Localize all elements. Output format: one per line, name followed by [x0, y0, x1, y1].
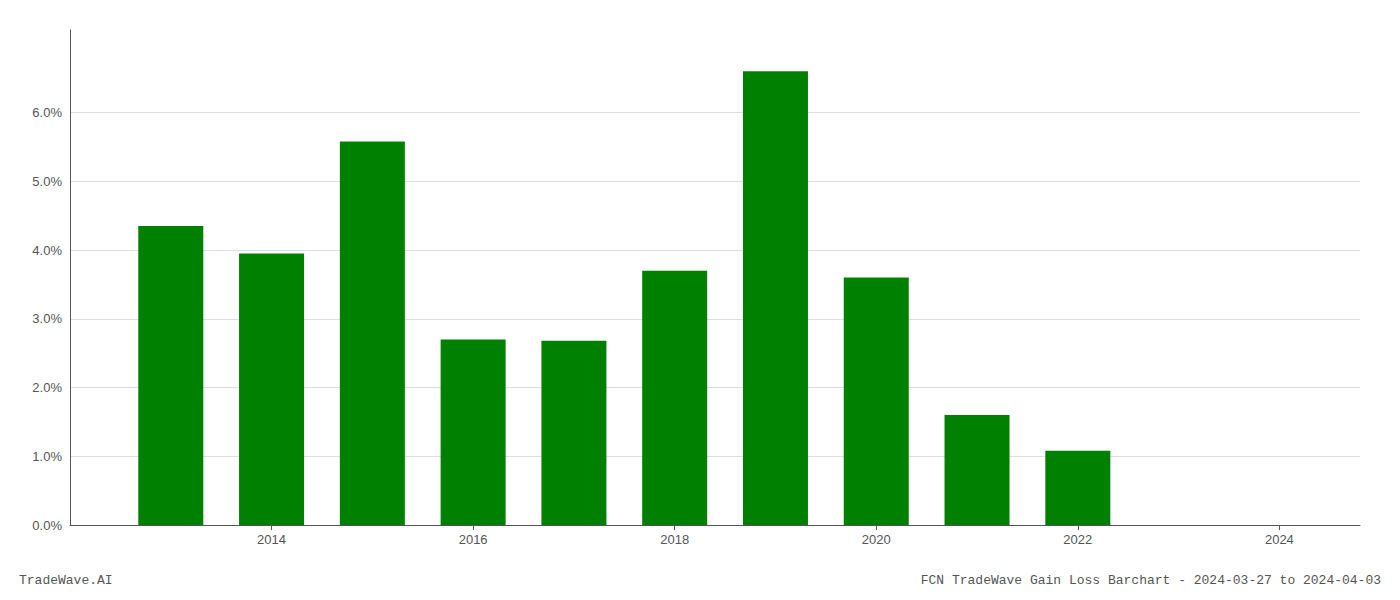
svg-text:2022: 2022 — [1063, 532, 1092, 547]
svg-text:2014: 2014 — [257, 532, 286, 547]
svg-text:2020: 2020 — [862, 532, 891, 547]
svg-text:FCN TradeWave Gain Loss Barcha: FCN TradeWave Gain Loss Barchart - 2024-… — [921, 573, 1381, 588]
svg-text:6.0%: 6.0% — [32, 105, 62, 120]
svg-text:TradeWave.AI: TradeWave.AI — [19, 573, 113, 588]
svg-text:2016: 2016 — [459, 532, 488, 547]
svg-text:2018: 2018 — [660, 532, 689, 547]
svg-text:2024: 2024 — [1265, 532, 1294, 547]
svg-text:4.0%: 4.0% — [32, 243, 62, 258]
svg-text:2.0%: 2.0% — [32, 380, 62, 395]
svg-text:1.0%: 1.0% — [32, 449, 62, 464]
svg-text:5.0%: 5.0% — [32, 174, 62, 189]
svg-text:3.0%: 3.0% — [32, 311, 62, 326]
svg-text:0.0%: 0.0% — [32, 518, 62, 533]
